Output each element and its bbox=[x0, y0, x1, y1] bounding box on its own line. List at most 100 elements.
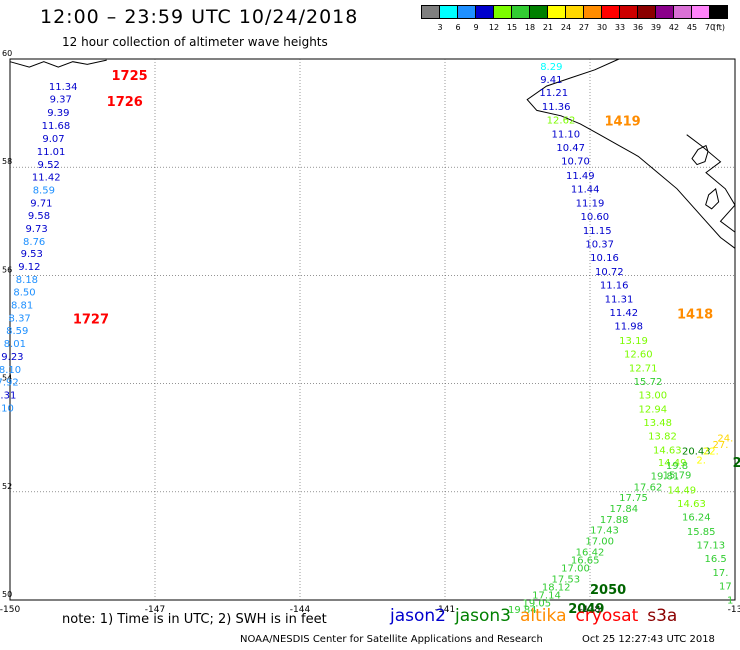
wave-height-value: 13.82 bbox=[648, 432, 677, 443]
wave-height-value: 11.36 bbox=[542, 102, 571, 113]
pass-time-label: 1725 bbox=[112, 69, 148, 84]
wave-height-value: 11.16 bbox=[600, 281, 629, 292]
wave-height-value: 8.37 bbox=[9, 314, 31, 325]
wave-height-value: 10.37 bbox=[585, 239, 614, 250]
wave-height-value: 17.53 bbox=[552, 574, 581, 585]
wave-height-value: 15.85 bbox=[687, 527, 716, 538]
satellite-legend-cryosat: cryosat bbox=[575, 606, 639, 626]
page-title: 12:00 – 23:59 UTC 10/24/2018 bbox=[40, 6, 359, 28]
legend-unit: (ft) bbox=[713, 23, 726, 32]
wave-height-value: 10.16 bbox=[590, 253, 619, 264]
wave-height-value: 19.05 bbox=[523, 599, 552, 610]
wave-height-value: 11.44 bbox=[571, 184, 600, 195]
wave-height-value: 15.79 bbox=[663, 470, 692, 481]
wave-height-value: 12.94 bbox=[639, 404, 668, 415]
wave-height-value: 9.73 bbox=[25, 224, 47, 235]
wave-height-value: 8.81 bbox=[11, 301, 33, 312]
island-outline bbox=[705, 187, 720, 210]
legend-label: 33 bbox=[614, 23, 626, 32]
wave-height-value: 8.29 bbox=[540, 62, 562, 73]
wave-height-value: 10.60 bbox=[581, 212, 610, 223]
pass-time-label: 2050 bbox=[590, 583, 626, 598]
wave-height-value: 8.10 bbox=[0, 403, 14, 414]
wave-height-value: 19.81 bbox=[651, 472, 680, 483]
wave-height-value: 17.00 bbox=[561, 564, 590, 575]
wave-height-value: 9.58 bbox=[28, 211, 50, 222]
y-tick-label: 54 bbox=[2, 374, 12, 383]
wave-height-value: 8.76 bbox=[23, 237, 45, 248]
wave-height-value: 19.8 bbox=[666, 461, 688, 472]
x-tick-label: -13 bbox=[728, 605, 740, 615]
pass-time-label: 1418 bbox=[677, 307, 713, 322]
wave-height-value: 11.01 bbox=[37, 147, 66, 158]
wave-height-value: 15.72 bbox=[634, 377, 663, 388]
legend-label: 15 bbox=[506, 23, 518, 32]
pass-time-label: 1419 bbox=[605, 115, 641, 130]
wave-height-value: 9.12 bbox=[18, 262, 40, 273]
wave-height-value: 16.5 bbox=[705, 554, 727, 565]
wave-height-value: 11.42 bbox=[610, 308, 639, 319]
wave-height-value: 17.43 bbox=[590, 526, 619, 537]
wave-height-value: 13.19 bbox=[619, 336, 648, 347]
wave-height-value: 10.72 bbox=[595, 267, 624, 278]
wave-height-value: 17 bbox=[719, 581, 732, 592]
wave-height-value: 11.49 bbox=[566, 171, 595, 182]
x-tick-label: -141 bbox=[435, 605, 455, 615]
legend-label: 45 bbox=[686, 23, 698, 32]
map-frame bbox=[9, 58, 736, 601]
wave-height-value: 14.49 bbox=[658, 458, 687, 469]
wave-height-value: 17.13 bbox=[697, 540, 726, 551]
wave-height-value: 12.60 bbox=[624, 349, 653, 360]
wave-height-value: 17.14 bbox=[532, 591, 561, 602]
legend-label: 3 bbox=[437, 23, 443, 32]
pass-time-label: 1726 bbox=[107, 95, 143, 110]
satellite-legend: jason2 jason3 altika cryosat s3a bbox=[390, 606, 686, 626]
wave-height-value: 9.39 bbox=[47, 108, 69, 119]
wave-height-value: 9.52 bbox=[38, 160, 60, 171]
coastline bbox=[9, 59, 107, 68]
x-tick-label: -150 bbox=[0, 605, 20, 615]
legend-label: 27 bbox=[578, 23, 590, 32]
wave-height-legend: 3 6 9 12 15 18 21 24 27 30 33 36 39 42 45 70 (ft) bbox=[421, 5, 729, 37]
wave-height-value: 10.70 bbox=[561, 157, 590, 168]
footer-timestamp: Oct 25 12:27:43 UTC 2018 bbox=[582, 634, 715, 645]
wave-height-value: 8.59 bbox=[6, 326, 28, 337]
wave-height-value: 1 bbox=[727, 595, 733, 606]
wave-height-value: 27. bbox=[713, 440, 729, 451]
wave-height-value: 9.71 bbox=[30, 198, 52, 209]
legend-label: 24 bbox=[560, 23, 572, 32]
satellite-legend-jason2: jason2 bbox=[390, 606, 446, 626]
wave-height-value: 8.59 bbox=[33, 185, 55, 196]
wave-height-value: 17.00 bbox=[585, 536, 614, 547]
x-tick-label: -144 bbox=[290, 605, 311, 615]
wave-height-value: 14.63 bbox=[677, 499, 706, 510]
legend-label: 36 bbox=[632, 23, 644, 32]
wave-height-value: 19.84 bbox=[508, 605, 537, 616]
wave-height-value: 22. bbox=[703, 447, 719, 458]
satellite-legend-s3a: s3a bbox=[647, 606, 678, 626]
wave-height-value: 17.84 bbox=[610, 504, 639, 515]
wave-height-value: 11.21 bbox=[539, 88, 568, 99]
wave-height-value: 11.98 bbox=[614, 322, 643, 333]
footer-note: note: 1) Time is in UTC; 2) SWH is in fe… bbox=[62, 612, 327, 627]
wave-height-value: 16.42 bbox=[576, 547, 605, 558]
wave-height-value: 24. bbox=[717, 434, 733, 445]
legend-label: 21 bbox=[542, 23, 554, 32]
coastline bbox=[526, 58, 736, 249]
wave-height-value: 11.34 bbox=[49, 82, 78, 93]
wave-height-value: 17.75 bbox=[619, 493, 648, 504]
satellite-legend-jason3: jason3 bbox=[455, 606, 511, 626]
wave-height-value: 13.48 bbox=[643, 418, 672, 429]
wave-height-value: 9.37 bbox=[50, 94, 72, 105]
wave-height-value: 11.31 bbox=[605, 295, 634, 306]
wave-height-value: 14.49 bbox=[668, 486, 697, 497]
wave-height-value: 9.23 bbox=[1, 352, 23, 363]
wave-height-value: 11.42 bbox=[32, 172, 61, 183]
wave-height-value: 2. bbox=[696, 455, 706, 466]
y-tick-label: 60 bbox=[2, 49, 12, 58]
legend-label: 6 bbox=[455, 23, 461, 32]
wave-height-value: 11.15 bbox=[583, 226, 612, 237]
legend-label: 12 bbox=[488, 23, 500, 32]
wave-height-value: 14.63 bbox=[653, 446, 682, 457]
